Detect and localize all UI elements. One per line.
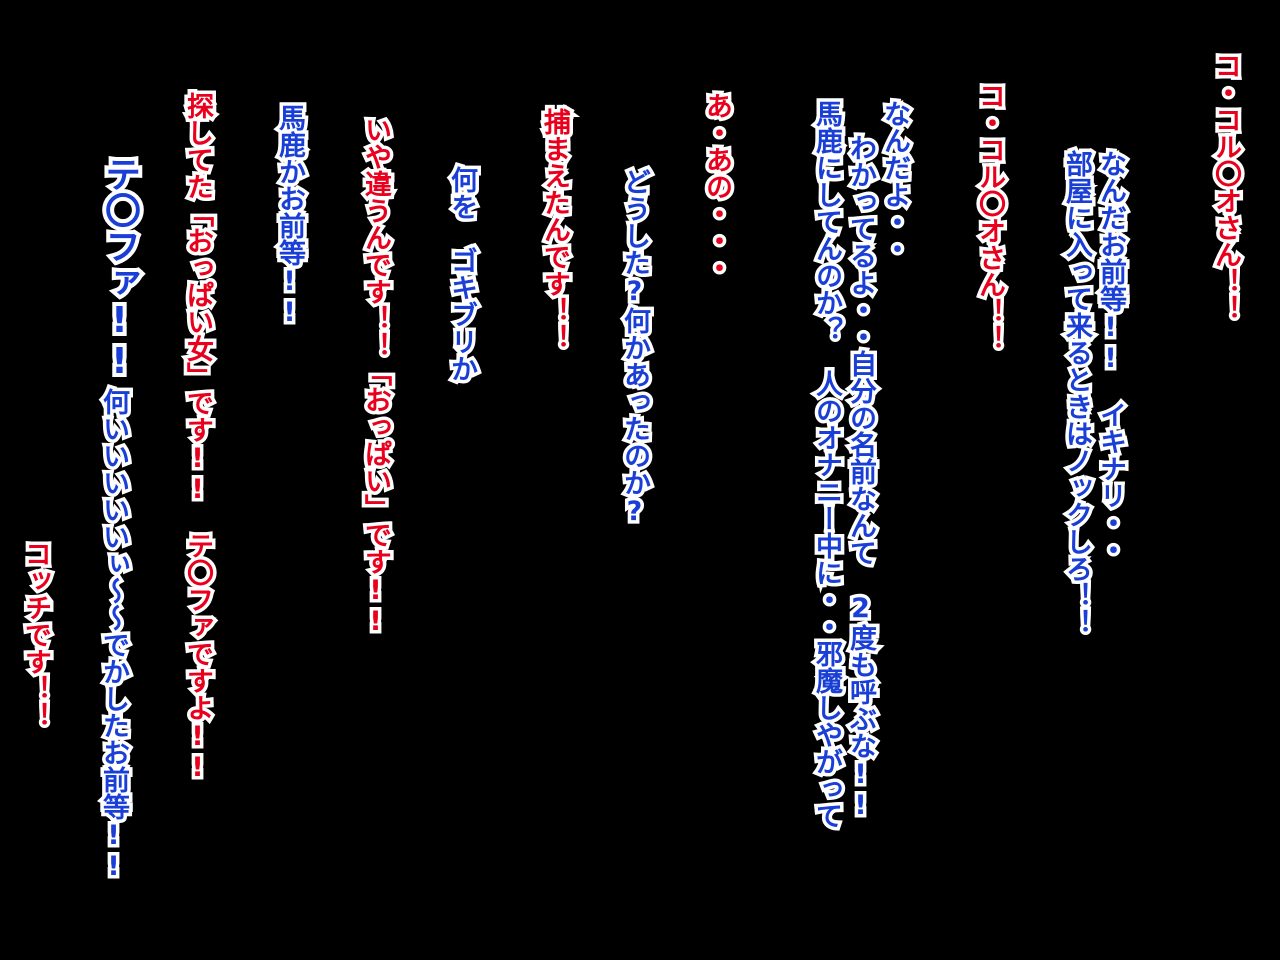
dialogue-line-3: 部屋に入って来るときはノックしろ！！ [1058, 147, 1096, 640]
dialogue-line-1: コ・コル〇オさん！！ [1207, 49, 1245, 326]
dialogue-line-11: 何を ゴキブリか [443, 163, 481, 386]
dialogue-line-14: 探してた「おっぱい女」です!! テ〇ファですよ!! [179, 89, 217, 787]
dialogue-line-4: コ・コル〇オさん！！ [971, 79, 1009, 356]
dialogue-line-10: 捕まえたんです！！ [536, 105, 574, 355]
dialogue-line-15: テ〇ファ!! [95, 152, 144, 386]
dialogue-line-17: コッチです！！ [17, 537, 55, 733]
dialogue-line-6: わかってるよ・・自分の名前なんて 2度も呼ぶな!! [842, 131, 880, 825]
dialogue-line-8: あ・あの・・・ [698, 89, 736, 285]
dialogue-line-16: 何いいいいいぃ～～でかしたお前等!! [95, 385, 133, 886]
dialogue-line-13: 馬鹿かお前等!! [271, 101, 309, 332]
dialogue-line-9: どうした?何かあったのか? [616, 165, 654, 531]
dialogue-line-7: 馬鹿にしてんのか？ 人のオナニー中に・・邪魔しやがって [808, 97, 846, 833]
dialogue-line-12: いや違うんです！！「おっぱい」です!! [357, 113, 395, 641]
dialogue-line-2: なんだお前等!! イキナリ・・ [1092, 147, 1130, 567]
dialogue-line-5: なんだよ・・ [876, 97, 914, 266]
